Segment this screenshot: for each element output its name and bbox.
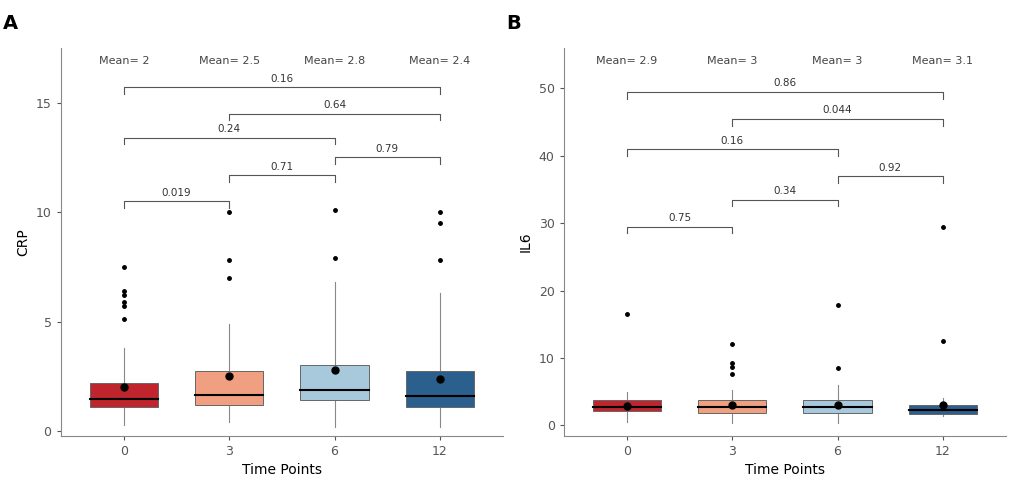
Text: 0.019: 0.019 — [161, 188, 192, 198]
Text: 0.044: 0.044 — [822, 106, 852, 115]
Text: A: A — [3, 14, 18, 32]
Text: Mean= 3: Mean= 3 — [706, 56, 757, 66]
Text: 0.34: 0.34 — [772, 186, 796, 196]
Bar — [90, 383, 158, 407]
Text: 0.24: 0.24 — [217, 125, 240, 135]
X-axis label: Time Points: Time Points — [242, 463, 322, 477]
Text: Mean= 2.4: Mean= 2.4 — [409, 56, 470, 66]
Text: Mean= 2: Mean= 2 — [99, 56, 149, 66]
Text: Mean= 3: Mean= 3 — [811, 56, 862, 66]
Text: 0.86: 0.86 — [772, 79, 796, 88]
Text: 0.16: 0.16 — [720, 136, 743, 146]
Text: Mean= 2.8: Mean= 2.8 — [304, 56, 365, 66]
Text: 0.16: 0.16 — [270, 74, 293, 84]
Text: 0.71: 0.71 — [270, 162, 293, 172]
Text: 0.75: 0.75 — [667, 213, 691, 223]
Bar — [803, 401, 871, 412]
Text: 0.92: 0.92 — [877, 163, 901, 173]
Text: 0.64: 0.64 — [323, 100, 345, 110]
Bar — [908, 405, 976, 414]
Y-axis label: CRP: CRP — [16, 228, 31, 256]
X-axis label: Time Points: Time Points — [744, 463, 824, 477]
Bar — [592, 400, 660, 411]
Text: 0.79: 0.79 — [375, 144, 398, 154]
Bar — [195, 371, 263, 405]
Bar — [697, 400, 765, 412]
Bar — [406, 371, 474, 407]
Y-axis label: IL6: IL6 — [519, 231, 533, 252]
Bar — [300, 365, 369, 401]
Text: Mean= 2.9: Mean= 2.9 — [596, 56, 657, 66]
Text: Mean= 3.1: Mean= 3.1 — [912, 56, 972, 66]
Text: B: B — [505, 14, 521, 32]
Text: Mean= 2.5: Mean= 2.5 — [199, 56, 260, 66]
